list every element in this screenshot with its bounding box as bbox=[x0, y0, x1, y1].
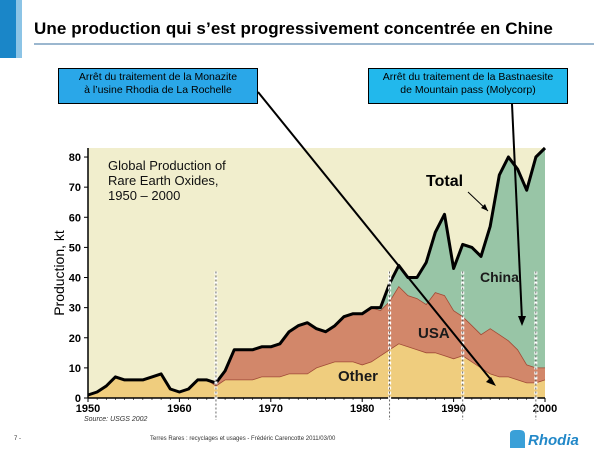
rhodia-logo: Rhodia bbox=[508, 428, 594, 450]
y-tick-label: 30 bbox=[69, 303, 81, 315]
y-tick-label: 40 bbox=[69, 273, 81, 285]
x-tick-label: 1970 bbox=[259, 403, 283, 415]
area-other bbox=[88, 343, 545, 398]
source-note: Source: USGS 2002 bbox=[84, 416, 148, 423]
callout-bastnaesite-line1: Arrêt du traitement de la Bastnaesite bbox=[382, 71, 554, 83]
arrow-bastnaesite bbox=[511, 103, 523, 321]
x-tick-label: 1990 bbox=[441, 403, 465, 415]
x-tick-label: 1950 bbox=[76, 403, 100, 415]
y-tick-label: 10 bbox=[69, 363, 81, 375]
total-line bbox=[87, 146, 547, 397]
y-tick-label: 60 bbox=[69, 212, 81, 224]
arrow-monazite bbox=[257, 91, 493, 382]
callout-bastnaesite-line2: de Mountain pass (Molycorp) bbox=[400, 84, 536, 96]
slide-title: Une production qui s’est progressivement… bbox=[34, 19, 553, 38]
total-label: Total bbox=[426, 173, 463, 190]
logo-mark-icon bbox=[510, 430, 525, 448]
x-tick-label: 2000 bbox=[533, 403, 557, 415]
callout-monazite: Arrêt du traitement de la Monazite à l’u… bbox=[58, 68, 258, 104]
callout-monazite-line1: Arrêt du traitement de la Monazite bbox=[78, 71, 238, 83]
callout-bastnaesite: Arrêt du traitement de la Bastnaesite de… bbox=[368, 68, 568, 104]
area-label-usa: USA bbox=[418, 325, 450, 342]
arrow-bastnaesite-head bbox=[518, 316, 526, 326]
accent-bar bbox=[0, 0, 16, 58]
callout-monazite-line2: à l’usine Rhodia de La Rochelle bbox=[84, 84, 232, 96]
area-usa bbox=[88, 286, 545, 395]
y-tick-label: 50 bbox=[69, 242, 81, 254]
y-tick-label: 80 bbox=[69, 152, 81, 164]
logo-text: Rhodia bbox=[528, 432, 579, 449]
x-tick-label: 1980 bbox=[350, 403, 374, 415]
total-pointer-arrowhead bbox=[481, 204, 488, 211]
footer-text: Terres Rares : recyclages et usages - Fr… bbox=[150, 436, 336, 442]
arrow-monazite-head bbox=[486, 377, 496, 386]
area-label-china: China bbox=[480, 269, 519, 285]
x-tick-label: 1960 bbox=[167, 403, 191, 415]
chart-title-line: Rare Earth Oxides, bbox=[108, 173, 219, 188]
accent-bar-light bbox=[16, 0, 22, 58]
y-tick-label: 70 bbox=[69, 182, 81, 194]
chart-title-line: 1950 – 2000 bbox=[108, 188, 180, 203]
page-number: 7 - bbox=[14, 436, 22, 442]
area-china bbox=[88, 148, 545, 395]
area-label-other: Other bbox=[338, 368, 378, 385]
y-tick-label: 0 bbox=[75, 393, 81, 405]
title-underline bbox=[34, 43, 594, 45]
y-tick-label: 20 bbox=[69, 333, 81, 345]
y-axis-label: Production, kt bbox=[51, 230, 67, 316]
chart-title-line: Global Production of bbox=[108, 158, 226, 173]
